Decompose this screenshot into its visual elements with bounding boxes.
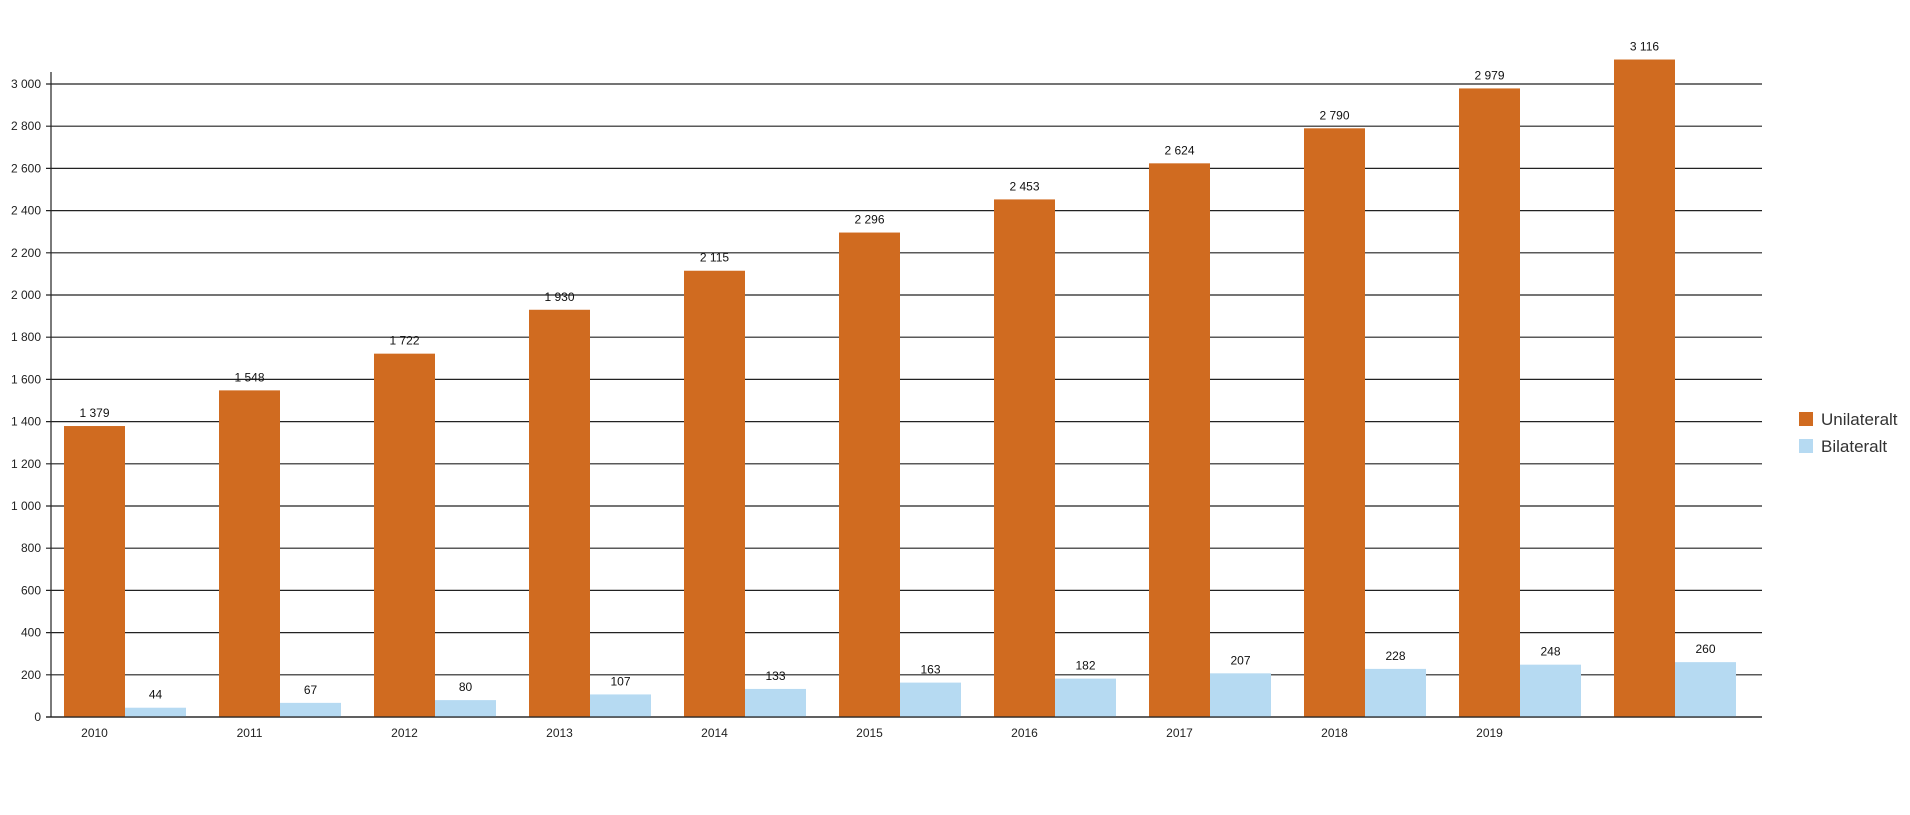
y-tick-label: 400 — [21, 626, 41, 640]
y-tick-label: 0 — [34, 710, 41, 724]
data-label: 44 — [149, 688, 163, 702]
y-tick-label: 200 — [21, 668, 41, 682]
data-label: 3 116 — [1630, 40, 1659, 54]
data-label: 67 — [304, 683, 318, 697]
bar-bilateralt[interactable] — [900, 682, 961, 717]
x-tick-label: 2013 — [546, 726, 573, 740]
data-label: 2 624 — [1164, 143, 1194, 157]
data-label: 2 115 — [700, 251, 729, 265]
data-label: 1 930 — [544, 290, 574, 304]
bar-unilateralt[interactable] — [839, 232, 900, 717]
bar-bilateralt[interactable] — [590, 694, 651, 717]
data-label: 248 — [1540, 645, 1560, 659]
x-tick-label: 2015 — [856, 726, 883, 740]
x-tick-label: 2014 — [701, 726, 728, 740]
bar-bilateralt[interactable] — [1055, 678, 1116, 717]
data-label: 228 — [1385, 649, 1405, 663]
data-label: 107 — [610, 674, 630, 688]
bar-unilateralt[interactable] — [529, 309, 590, 717]
bar-bilateralt[interactable] — [745, 688, 806, 717]
x-tick-label: 2017 — [1166, 726, 1193, 740]
data-label: 2 453 — [1009, 179, 1039, 193]
y-tick-label: 2 800 — [11, 119, 41, 133]
y-tick-label: 1 200 — [11, 457, 41, 471]
bar-bilateralt[interactable] — [1675, 662, 1736, 717]
y-tick-label: 600 — [21, 583, 41, 597]
data-label: 2 979 — [1474, 68, 1504, 82]
bar-unilateralt[interactable] — [1459, 88, 1520, 717]
y-tick-label: 1 800 — [11, 330, 41, 344]
bar-unilateralt[interactable] — [219, 390, 280, 717]
bar-unilateralt[interactable] — [64, 426, 125, 717]
data-label: 133 — [765, 669, 785, 683]
y-tick-label: 1 600 — [11, 372, 41, 386]
data-label: 182 — [1075, 659, 1095, 673]
y-tick-label: 1 000 — [11, 499, 41, 513]
bar-unilateralt[interactable] — [684, 270, 745, 717]
bar-unilateralt[interactable] — [374, 353, 435, 717]
data-label: 1 548 — [234, 370, 264, 384]
bar-bilateralt[interactable] — [1210, 673, 1271, 717]
data-label: 207 — [1230, 653, 1250, 667]
bar-bilateralt[interactable] — [435, 700, 496, 717]
data-label: 2 296 — [854, 213, 884, 227]
data-label: 2 790 — [1319, 108, 1349, 122]
x-tick-label: 2019 — [1476, 726, 1503, 740]
data-label: 163 — [920, 663, 940, 677]
data-label: 1 722 — [389, 334, 419, 348]
y-tick-label: 800 — [21, 541, 41, 555]
bar-bilateralt[interactable] — [280, 702, 341, 717]
x-tick-label: 2010 — [81, 726, 108, 740]
x-tick-label: 2011 — [237, 726, 263, 740]
y-tick-label: 1 400 — [11, 415, 41, 429]
legend-swatch-unilateralt — [1799, 412, 1813, 426]
x-tick-label: 2018 — [1321, 726, 1348, 740]
bar-unilateralt[interactable] — [994, 199, 1055, 718]
bar-bilateralt[interactable] — [1520, 664, 1581, 717]
y-tick-label: 3 000 — [11, 77, 41, 91]
legend-swatch-bilateralt — [1799, 439, 1813, 453]
legend-label-unilateralt: Unilateralt — [1821, 410, 1898, 429]
x-tick-label: 2016 — [1011, 726, 1038, 740]
y-tick-label: 2 000 — [11, 288, 41, 302]
y-tick-label: 2 200 — [11, 246, 41, 260]
bar-unilateralt[interactable] — [1149, 163, 1210, 717]
y-tick-label: 2 600 — [11, 161, 41, 175]
data-label: 1 379 — [79, 406, 109, 420]
data-label: 260 — [1695, 642, 1715, 656]
legend-label-bilateralt: Bilateralt — [1821, 437, 1887, 456]
bar-bilateralt[interactable] — [125, 707, 186, 717]
bar-unilateralt[interactable] — [1614, 59, 1675, 718]
x-tick-label: 2012 — [391, 726, 418, 740]
bar-bilateralt[interactable] — [1365, 668, 1426, 717]
bar-unilateralt[interactable] — [1304, 128, 1365, 717]
data-label: 80 — [459, 680, 473, 694]
y-tick-label: 2 400 — [11, 204, 41, 218]
